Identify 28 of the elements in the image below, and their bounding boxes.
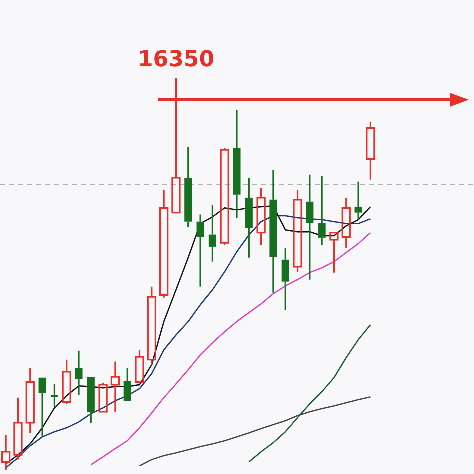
candlestick bbox=[160, 189, 169, 299]
candlestick bbox=[184, 146, 192, 228]
candlestick bbox=[38, 378, 46, 438]
candlestick bbox=[62, 359, 72, 405]
candlestick bbox=[306, 174, 314, 281]
candlestick bbox=[342, 197, 351, 249]
candlestick bbox=[110, 361, 120, 413]
candlestick bbox=[233, 109, 241, 219]
candlestick bbox=[245, 177, 253, 259]
candlestick bbox=[147, 286, 156, 366]
candlestick bbox=[256, 187, 266, 246]
candlestick bbox=[14, 397, 23, 461]
candlestick bbox=[318, 175, 326, 246]
candlestick bbox=[2, 434, 11, 471]
candlestick bbox=[50, 383, 58, 408]
candlestick bbox=[172, 77, 181, 214]
candlestick bbox=[196, 214, 204, 288]
candlestick bbox=[270, 169, 278, 294]
candlestick bbox=[293, 189, 302, 273]
candlestick bbox=[282, 247, 290, 311]
candlestick bbox=[26, 367, 35, 434]
candlestick bbox=[75, 350, 83, 396]
candlestick bbox=[366, 121, 376, 181]
candlestick bbox=[330, 231, 339, 274]
candlestick bbox=[124, 367, 132, 402]
candlestick bbox=[354, 181, 362, 221]
annotation: 16350 bbox=[138, 48, 215, 73]
candlestick bbox=[208, 204, 216, 263]
